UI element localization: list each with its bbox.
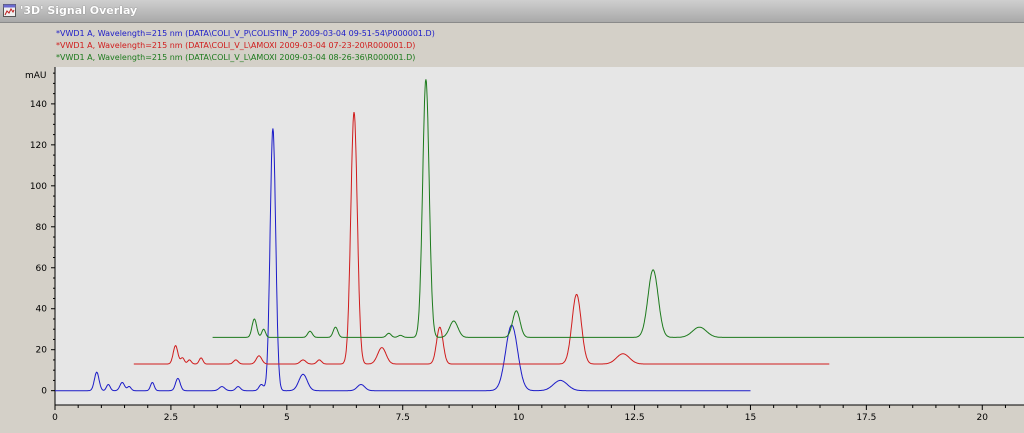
- window-title: '3D' Signal Overlay: [20, 4, 138, 17]
- chromatogram-chart[interactable]: 0 20 40 60 80 100 120 140 0 2.5 5 7.5 10 12.5 15 17.5 20…: [0, 65, 1024, 429]
- x-tick-label: 12.5: [625, 413, 645, 423]
- legend-entry-2-label: *VWD1 A, Wavelength=215 nm (DATA\COLI_V_…: [56, 41, 416, 50]
- chart-series: [55, 79, 1024, 392]
- chart-axes: 0 20 40 60 80 100 120 140 0 2.5 5 7.5 10 12.5 15 17.5 20: [30, 67, 1024, 423]
- legend-entry-1-label: *VWD1 A, Wavelength=215 nm (DATA\COLI_V_…: [56, 29, 435, 38]
- x-tick-label: 5: [284, 413, 290, 423]
- series-line-1: [55, 128, 751, 392]
- y-tick-label: 120: [30, 141, 47, 151]
- plot-area[interactable]: 0 20 40 60 80 100 120 140 0 2.5 5 7.5 10 12.5 15 17.5 20…: [0, 65, 1024, 429]
- y-tick-label: 0: [41, 387, 47, 397]
- x-tick-label: 0: [52, 413, 58, 423]
- x-tick-label: 2.5: [164, 413, 178, 423]
- window-titlebar[interactable]: '3D' Signal Overlay: [0, 0, 1024, 23]
- legend-entry-1: *VWD1 A, Wavelength=215 nm (DATA\COLI_V_…: [56, 29, 435, 38]
- series-line-3: [212, 79, 1024, 338]
- signal-legend: *VWD1 A, Wavelength=215 nm (DATA\COLI_V_…: [0, 23, 1024, 65]
- series-line-2: [133, 112, 830, 365]
- y-tick-label: 100: [30, 182, 47, 192]
- plot-background: [55, 67, 1024, 405]
- legend-entry-3-label: *VWD1 A, Wavelength=215 nm (DATA\COLI_V_…: [56, 53, 416, 62]
- y-tick-label: 40: [36, 305, 48, 315]
- y-tick-label: 20: [36, 346, 48, 356]
- y-tick-label: 140: [30, 100, 47, 110]
- y-axis-label: mAU: [25, 71, 47, 81]
- x-tick-label: 10: [513, 413, 525, 423]
- legend-entry-2: *VWD1 A, Wavelength=215 nm (DATA\COLI_V_…: [56, 41, 415, 50]
- legend-entry-3: *VWD1 A, Wavelength=215 nm (DATA\COLI_V_…: [56, 53, 415, 62]
- y-tick-label: 60: [36, 264, 48, 274]
- x-tick-label: 17.5: [856, 413, 876, 423]
- y-tick-label: 80: [36, 223, 48, 233]
- x-tick-label: 15: [745, 413, 756, 423]
- x-tick-label: 7.5: [396, 413, 410, 423]
- x-tick-label: 20: [977, 413, 989, 423]
- chart-window-icon: [3, 4, 16, 17]
